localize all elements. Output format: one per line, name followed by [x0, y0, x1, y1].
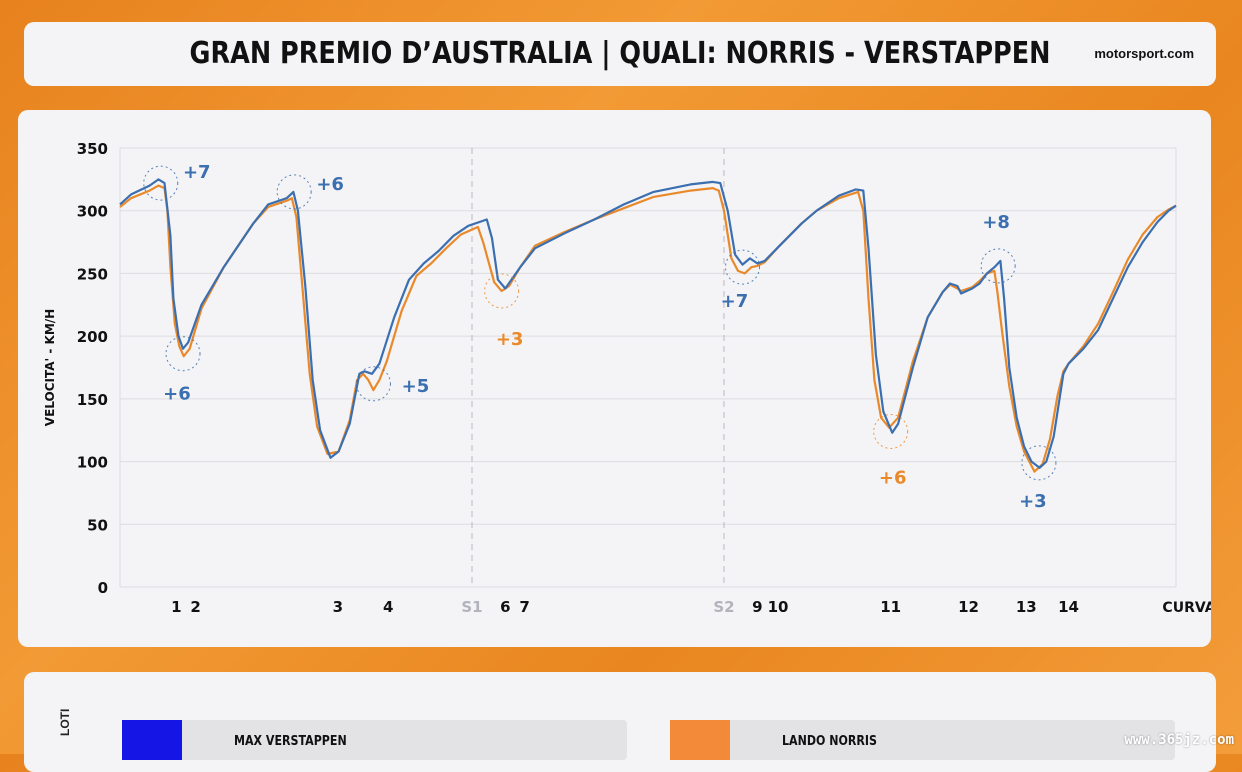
page-title: GRAN PREMIO D’AUSTRALIA | QUALI: NORRIS … [189, 36, 1051, 71]
watermark: www.365jz.com [1124, 732, 1234, 748]
delta-label: +6 [316, 174, 344, 195]
y-tick-label: 50 [87, 516, 108, 534]
legend-axis-label: LOTI [58, 708, 72, 736]
corner-label: 11 [880, 598, 901, 616]
corner-label: 6 [500, 598, 510, 616]
delta-label: +5 [402, 376, 430, 397]
corner-label: 4 [383, 598, 393, 616]
delta-label: +7 [721, 291, 749, 312]
title-card: GRAN PREMIO D’AUSTRALIA | QUALI: NORRIS … [24, 22, 1216, 86]
delta-circle [276, 174, 312, 210]
y-tick-label: 200 [77, 328, 108, 346]
corner-label: 14 [1058, 598, 1079, 616]
legend-name-norris: LANDO NORRIS [782, 734, 877, 749]
legend-item-norris: LANDO NORRIS [670, 720, 1175, 760]
y-axis-label: VELOCITA' - KM/H [43, 309, 57, 426]
series-line-verstappen [119, 178, 1177, 469]
x-axis-label: CURVA [1162, 600, 1211, 616]
delta-circle [1021, 445, 1057, 481]
legend-item-verstappen: MAX VERSTAPPEN [122, 720, 627, 760]
delta-circle [143, 165, 179, 201]
sector-label: S2 [713, 598, 734, 616]
legend-name-verstappen: MAX VERSTAPPEN [234, 734, 347, 749]
corner-label: 7 [519, 598, 529, 616]
delta-circle [355, 366, 391, 402]
delta-circle [484, 273, 520, 309]
corner-label: 10 [768, 598, 789, 616]
corner-label: 12 [958, 598, 979, 616]
y-tick-label: 350 [77, 140, 108, 158]
y-tick-label: 0 [98, 579, 108, 597]
brand-logo: motorsport.com [1094, 46, 1194, 61]
delta-label: +6 [163, 384, 191, 405]
delta-circle [873, 413, 909, 449]
delta-circle [724, 249, 760, 285]
corner-label: 1 [171, 598, 181, 616]
y-tick-label: 150 [77, 391, 108, 409]
delta-label: +8 [982, 212, 1010, 233]
delta-label: +7 [183, 162, 211, 183]
y-tick-label: 300 [77, 203, 108, 221]
delta-circle [980, 248, 1016, 284]
y-tick-label: 250 [77, 265, 108, 283]
series-line-norris [119, 184, 1177, 473]
delta-label: +3 [1019, 491, 1047, 512]
corner-label: 13 [1016, 598, 1037, 616]
delta-circle [165, 336, 201, 372]
corner-label: 9 [752, 598, 762, 616]
chart-card: 0 50 100 150 200 250 300 350 S1 S2 1 2 3 4 6 7 9 10 11 12 13… [18, 110, 1211, 647]
sector-label: S1 [461, 598, 482, 616]
legend-swatch-verstappen [122, 720, 182, 760]
y-tick-label: 100 [77, 454, 108, 472]
corner-label: 2 [190, 598, 200, 616]
delta-label: +6 [879, 467, 907, 488]
delta-label: +3 [496, 329, 524, 350]
corner-label: 3 [333, 598, 343, 616]
legend-swatch-norris [670, 720, 730, 760]
